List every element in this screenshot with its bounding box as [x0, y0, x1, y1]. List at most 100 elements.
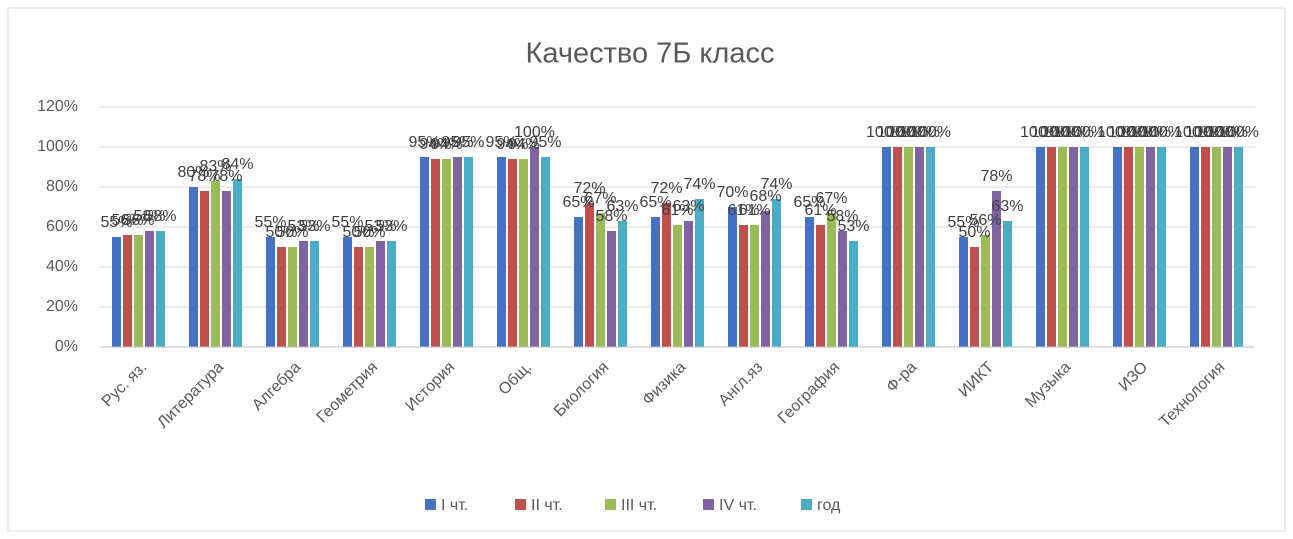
bar	[970, 247, 979, 347]
data-label: 95%	[441, 134, 473, 151]
data-label: 80%	[177, 164, 209, 181]
data-label: 56%	[969, 212, 1001, 229]
data-label: 72%	[650, 180, 682, 197]
bar	[431, 159, 440, 347]
bar	[1003, 221, 1012, 347]
data-label: 83%	[199, 158, 231, 175]
data-label: 95%	[529, 134, 561, 151]
bar	[827, 213, 836, 347]
bar	[882, 147, 891, 347]
bar	[1201, 147, 1210, 347]
bar	[1135, 147, 1144, 347]
bar	[728, 207, 737, 347]
data-label: 84%	[221, 156, 253, 173]
bar	[1146, 147, 1155, 347]
data-label: 100%	[1119, 124, 1160, 141]
bar	[277, 247, 286, 347]
data-label: 72%	[573, 180, 605, 197]
bar	[1080, 147, 1089, 347]
bar	[134, 235, 143, 347]
data-label: 61%	[738, 202, 770, 219]
bar	[651, 217, 660, 347]
data-label: 65%	[562, 194, 594, 211]
bar	[684, 221, 693, 347]
data-label: 100%	[514, 124, 555, 141]
data-label: 100%	[1174, 124, 1215, 141]
data-label: 100%	[1207, 124, 1248, 141]
data-label: 53%	[298, 218, 330, 235]
bar	[145, 231, 154, 347]
bar	[838, 231, 847, 347]
bar	[497, 157, 506, 347]
bar	[464, 157, 473, 347]
data-label: 95%	[408, 134, 440, 151]
y-tick-label: 120%	[37, 98, 78, 115]
chart-title: Качество 7Б класс	[526, 38, 775, 70]
bar	[805, 217, 814, 347]
data-label: 100%	[1185, 124, 1226, 141]
data-label: 53%	[837, 218, 869, 235]
data-label: 78%	[980, 168, 1012, 185]
data-label: 61%	[727, 202, 759, 219]
bar	[992, 191, 1001, 347]
bar	[1212, 147, 1221, 347]
bar	[156, 231, 165, 347]
data-label: 70%	[716, 184, 748, 201]
data-label: 55%	[947, 214, 979, 231]
data-label: 100%	[1020, 124, 1061, 141]
legend-swatch	[605, 499, 616, 510]
data-label: 61%	[804, 202, 836, 219]
bar	[420, 157, 429, 347]
bar	[1069, 147, 1078, 347]
bar	[607, 231, 616, 347]
bar	[1113, 147, 1122, 347]
data-label: 100%	[1108, 124, 1149, 141]
bar	[1234, 147, 1243, 347]
y-tick-label: 40%	[46, 258, 78, 275]
data-label: 100%	[1218, 124, 1259, 141]
bar	[519, 159, 528, 347]
data-label: 100%	[1064, 124, 1105, 141]
data-label: 50%	[353, 224, 385, 241]
data-label: 55%	[254, 214, 286, 231]
data-label: 61%	[661, 202, 693, 219]
bar	[310, 241, 319, 347]
data-label: 63%	[991, 198, 1023, 215]
data-label: 50%	[265, 224, 297, 241]
y-tick-label: 100%	[37, 138, 78, 155]
bar	[926, 147, 935, 347]
data-label: 58%	[144, 208, 176, 225]
bar	[1124, 147, 1133, 347]
legend-swatch	[515, 499, 526, 510]
chart-border	[7, 7, 1286, 532]
bar	[387, 241, 396, 347]
data-label: 78%	[210, 168, 242, 185]
data-label: 55%	[331, 214, 363, 231]
bar	[915, 147, 924, 347]
bar	[211, 181, 220, 347]
data-label: 68%	[749, 188, 781, 205]
bar	[772, 199, 781, 347]
bar	[761, 211, 770, 347]
bar	[299, 241, 308, 347]
data-label: 58%	[595, 208, 627, 225]
bar	[959, 237, 968, 347]
data-label: 100%	[877, 124, 918, 141]
data-label: 95%	[485, 134, 517, 151]
data-label: 67%	[815, 190, 847, 207]
bar	[1157, 147, 1166, 347]
bar	[750, 225, 759, 347]
data-label: 53%	[375, 218, 407, 235]
y-tick-label: 20%	[46, 298, 78, 315]
bar	[266, 237, 275, 347]
bar	[673, 225, 682, 347]
data-label: 56%	[122, 212, 154, 229]
data-label: 53%	[287, 218, 319, 235]
data-label: 53%	[364, 218, 396, 235]
y-tick-label: 60%	[46, 218, 78, 235]
bar	[189, 187, 198, 347]
data-label: 100%	[1042, 124, 1083, 141]
bar	[1058, 147, 1067, 347]
bar	[508, 159, 517, 347]
legend-label: год	[817, 497, 841, 514]
